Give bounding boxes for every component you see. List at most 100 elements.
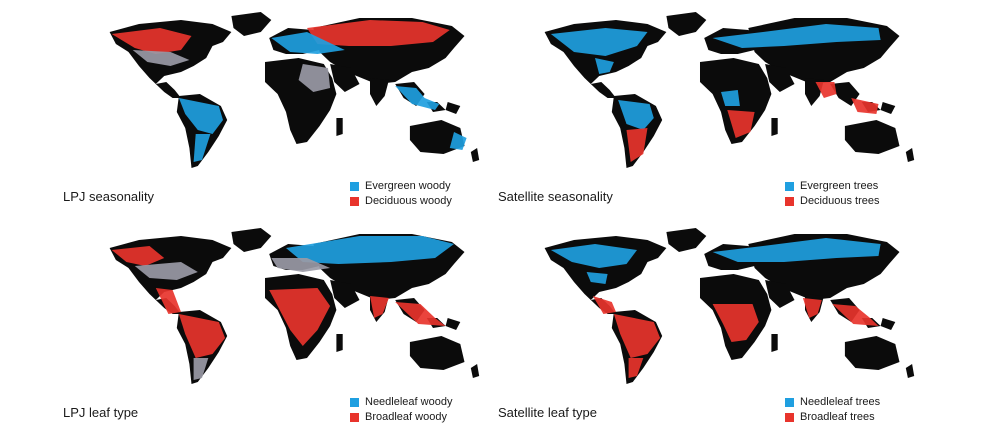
legend-item-blue: Needleleaf woody [350, 395, 452, 410]
legend-item-blue: Evergreen woody [350, 179, 452, 194]
legend-label: Deciduous trees [800, 195, 880, 207]
vegetation-region [802, 298, 822, 318]
vegetation-region [269, 288, 331, 346]
legend: Needleleaf trees Broadleaf trees [785, 395, 880, 425]
vegetation-region [132, 50, 190, 66]
vegetation-region [832, 304, 879, 326]
vegetation-region [307, 20, 450, 46]
legend-swatch-red [785, 413, 794, 422]
legend-label: Broadleaf woody [365, 411, 447, 423]
vegetation-region [851, 98, 879, 114]
legend-swatch-red [350, 413, 359, 422]
vegetation-region [613, 314, 661, 358]
landmass-arabia [330, 280, 360, 308]
vegetation-region [618, 100, 654, 130]
world-map [490, 218, 930, 388]
legend-item-blue: Evergreen trees [785, 179, 880, 194]
landmass-madagascar [336, 334, 343, 352]
vegetation-region [626, 128, 648, 162]
legend-label: Evergreen woody [365, 180, 451, 192]
vegetation-region [370, 296, 389, 318]
legend-swatch-blue [350, 398, 359, 407]
vegetation-region [111, 246, 165, 266]
panel-title: LPJ seasonality [63, 189, 155, 204]
vegetation-region [178, 314, 226, 358]
landmass-centralAm [155, 82, 181, 98]
vegetation-region [550, 244, 637, 268]
world-map [55, 2, 495, 172]
legend-label: Deciduous woody [365, 195, 452, 207]
landmass-nz [905, 364, 915, 378]
vegetation-region [271, 32, 345, 54]
map-svg [109, 12, 480, 168]
vegetation-region [111, 28, 192, 54]
panel-satellite-leaf-type: Satellite leaf type Needleleaf trees Bro… [490, 218, 930, 432]
landmass-arabia [330, 64, 360, 92]
vegetation-region [712, 238, 881, 262]
landmass-india [370, 78, 389, 106]
legend-label: Needleleaf woody [365, 396, 453, 408]
panel-title: Satellite leaf type [498, 405, 598, 420]
legend-item-red: Deciduous woody [350, 194, 452, 209]
map-svg [544, 228, 915, 384]
vegetation-region [550, 28, 648, 56]
landmass-greenland [231, 12, 272, 36]
landmass-nz [470, 148, 480, 162]
landmass-centralAm [590, 82, 616, 98]
legend-swatch-blue [350, 182, 359, 191]
landmass-greenland [231, 228, 272, 252]
landmass-nz [470, 364, 480, 378]
vegetation-region [395, 86, 440, 110]
panel-title: Satellite seasonality [498, 189, 613, 204]
vegetation-region [271, 258, 331, 272]
legend-swatch-red [785, 197, 794, 206]
panel-lpj-seasonality: LPJ seasonality Evergreen woody Deciduou… [55, 2, 495, 216]
world-map [55, 218, 495, 388]
vegetation-region [286, 236, 454, 264]
vegetation-region [193, 358, 209, 380]
legend-item-red: Deciduous trees [785, 194, 880, 209]
legend-item-blue: Needleleaf trees [785, 395, 880, 410]
legend-swatch-red [350, 197, 359, 206]
panel-satellite-seasonality: Satellite seasonality Evergreen trees De… [490, 2, 930, 216]
vegetation-region [721, 90, 740, 106]
legend-item-red: Broadleaf woody [350, 410, 452, 425]
landmass-australia [844, 336, 900, 370]
vegetation-region [395, 302, 446, 326]
vegetation-region [712, 24, 881, 48]
landmass-madagascar [771, 118, 778, 136]
legend: Needleleaf woody Broadleaf woody [350, 395, 452, 425]
vegetation-region [595, 58, 614, 74]
vegetation-region [586, 272, 608, 284]
vegetation-region [178, 98, 223, 134]
legend-label: Evergreen trees [800, 180, 879, 192]
vegetation-region [628, 358, 644, 378]
vegetation-region [592, 296, 616, 314]
legend: Evergreen trees Deciduous trees [785, 179, 880, 209]
vegetation-region [712, 304, 759, 342]
vegetation-region [727, 110, 755, 138]
legend-label: Needleleaf trees [800, 396, 881, 408]
legend-item-red: Broadleaf trees [785, 410, 880, 425]
panel-lpj-leaf-type: LPJ leaf type Needleleaf woody Broadleaf… [55, 218, 495, 432]
landmass-madagascar [771, 334, 778, 352]
vegetation-region [449, 132, 467, 150]
map-svg [109, 228, 480, 384]
landmass-nAmerica [109, 20, 232, 84]
legend-swatch-blue [785, 398, 794, 407]
vegetation-region [815, 82, 837, 98]
vegetation-region [155, 288, 181, 314]
vegetation-region [134, 262, 198, 280]
world-map [490, 2, 930, 172]
landmass-australia [409, 336, 465, 370]
legend-label: Broadleaf trees [800, 411, 875, 423]
landmass-nz [905, 148, 915, 162]
landmass-madagascar [336, 118, 343, 136]
vegetation-region [298, 64, 331, 92]
landmass-greenland [666, 228, 707, 252]
map-svg [544, 12, 915, 168]
panel-title: LPJ leaf type [63, 405, 139, 420]
vegetation-region [193, 134, 211, 162]
legend-swatch-blue [785, 182, 794, 191]
landmass-australia [844, 120, 900, 154]
